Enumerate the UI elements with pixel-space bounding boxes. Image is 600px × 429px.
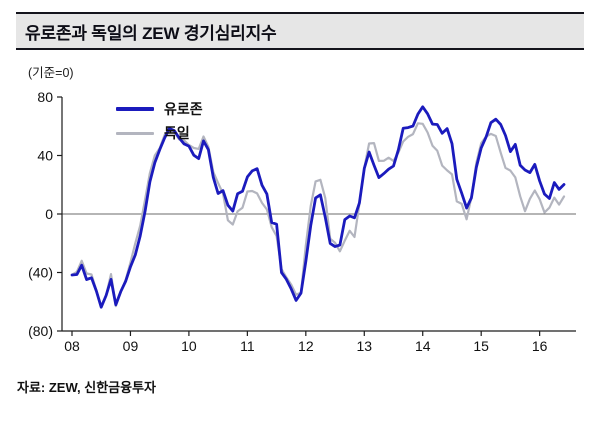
svg-text:11: 11	[240, 338, 255, 354]
svg-text:(40): (40)	[28, 265, 53, 281]
eurozone-line-swatch	[116, 107, 154, 111]
chart-area: 80 40 0 (40) (80) 08 09 10 11 12 13 14 15 16 유로존 독일	[16, 83, 586, 365]
chart-legend: 유로존 독일	[116, 99, 203, 143]
svg-text:14: 14	[415, 338, 431, 354]
svg-text:80: 80	[37, 89, 53, 105]
svg-text:0: 0	[45, 206, 53, 222]
svg-text:(80): (80)	[28, 323, 53, 339]
source-note: 자료: ZEW, 신한금융투자	[17, 380, 157, 395]
svg-text:12: 12	[298, 338, 314, 354]
legend-row-germany: 독일	[116, 123, 203, 143]
legend-label-germany: 독일	[164, 125, 190, 141]
axis-unit-label: (기준=0)	[28, 66, 74, 80]
svg-text:09: 09	[123, 338, 139, 354]
germany-line-swatch	[116, 131, 154, 135]
legend-row-eurozone: 유로존	[116, 99, 203, 119]
svg-text:10: 10	[181, 338, 197, 354]
page-title: 유로존과 독일의 ZEW 경기심리지수	[25, 24, 277, 43]
svg-text:08: 08	[64, 338, 80, 354]
svg-text:40: 40	[37, 148, 53, 164]
svg-text:13: 13	[356, 338, 372, 354]
legend-label-eurozone: 유로존	[164, 101, 203, 117]
svg-text:15: 15	[473, 338, 489, 354]
zew-line-chart: 80 40 0 (40) (80) 08 09 10 11 12 13 14 15 16	[28, 89, 576, 354]
svg-text:16: 16	[532, 338, 548, 354]
chart-title-bar: 유로존과 독일의 ZEW 경기심리지수	[16, 12, 584, 50]
